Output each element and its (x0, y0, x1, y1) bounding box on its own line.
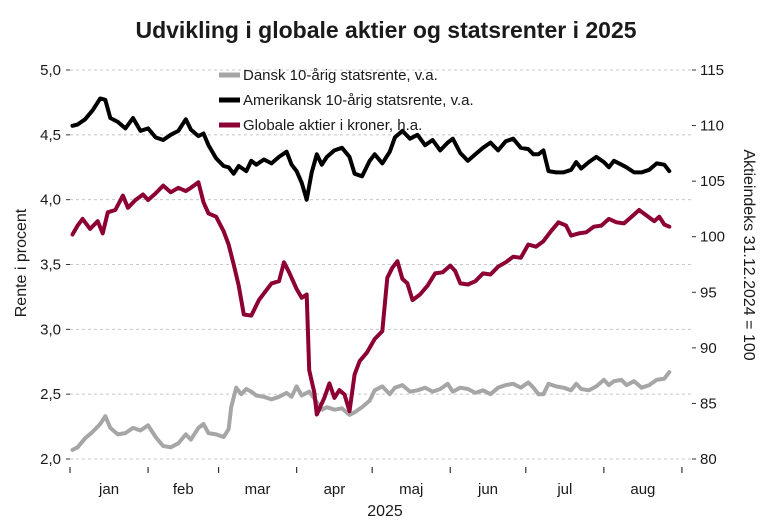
y-tick-label-right: 100 (700, 229, 725, 246)
x-tick-label: jan (98, 481, 119, 498)
y-tick-label-left: 4,0 (40, 192, 61, 209)
x-tick-label: mar (245, 481, 271, 498)
x-tick-label: feb (173, 481, 194, 498)
x-tick-label: jun (477, 481, 498, 498)
y-tick-label-left: 2,0 (40, 451, 61, 468)
y-axis-label-right: Aktieindeks 31.12.2024 = 100 (740, 149, 757, 360)
y-tick-label-left: 3,0 (40, 321, 61, 338)
y-tick-label-right: 110 (700, 118, 724, 135)
x-axis-label: 2025 (367, 503, 403, 520)
legend-label: Amerikansk 10-årig statsrente, v.a. (243, 92, 474, 109)
series-line-3 (70, 180, 672, 417)
legend-label: Dansk 10-årig statsrente, v.a. (243, 67, 438, 84)
y-tick-label-left: 2,5 (40, 386, 61, 403)
series-line-1 (70, 370, 672, 452)
y-tick-label-right: 85 (700, 395, 717, 412)
x-tick-label: maj (399, 481, 423, 498)
y-tick-label-right: 105 (700, 173, 725, 190)
x-tick-label: apr (324, 481, 346, 498)
x-tick-label: jul (556, 481, 572, 498)
y-tick-label-right: 90 (700, 340, 717, 357)
y-tick-label-left: 5,0 (40, 62, 61, 79)
y-tick-label-right: 115 (700, 62, 724, 79)
y-tick-label-right: 95 (700, 284, 717, 301)
y-tick-label-left: 3,5 (40, 257, 61, 274)
y-axis-label-left: Rente i procent (13, 208, 30, 317)
y-tick-label-right: 80 (700, 451, 717, 468)
legend-label: Globale aktier i kroner, h.a. (243, 117, 422, 134)
chart-title: Udvikling i globale aktier og statsrente… (135, 17, 636, 43)
x-tick-label: aug (630, 481, 655, 498)
series-line-2 (70, 96, 672, 202)
y-tick-label-left: 4,5 (40, 127, 61, 144)
